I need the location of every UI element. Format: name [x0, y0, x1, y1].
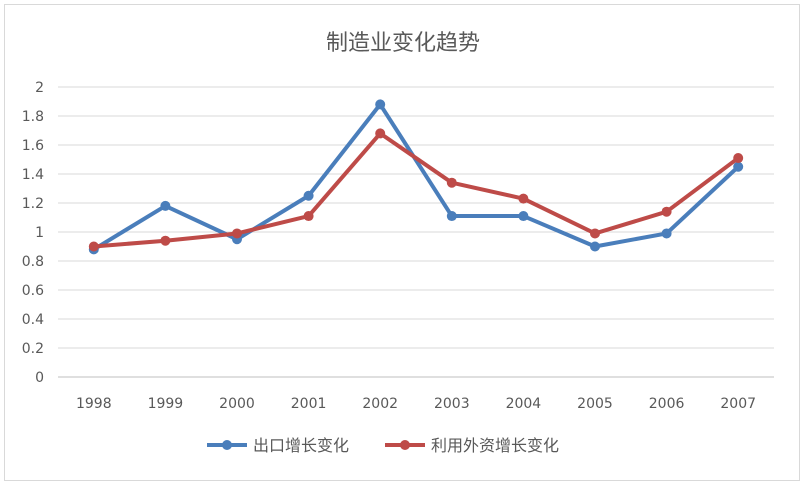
data-point [590, 241, 600, 252]
x-tick-label: 2005 [577, 396, 613, 412]
y-tick-label: 1 [35, 225, 44, 241]
data-point [446, 177, 457, 188]
x-tick-label: 1999 [148, 396, 184, 412]
x-tick-label: 2001 [291, 396, 327, 412]
data-point [733, 153, 744, 164]
y-tick-label: 1.4 [22, 167, 44, 183]
data-point [518, 211, 529, 222]
data-point [518, 193, 529, 204]
x-tick-label: 2004 [506, 396, 542, 412]
data-point [88, 241, 99, 252]
legend-label: 出口增长变化 [253, 436, 349, 455]
x-axis: 1998 1999 2000 2001 2002 2003 2004 2005 2006 2007 [76, 396, 756, 412]
y-tick-label: 0.8 [22, 254, 44, 270]
data-point [160, 200, 171, 211]
legend: 出口增长变化 利用外资增长变化 [207, 436, 559, 455]
chart-title: 制造业变化趋势 [326, 31, 480, 56]
series-1 [88, 99, 744, 255]
series-group [88, 99, 744, 255]
data-point [590, 228, 600, 239]
y-tick-label: 0.2 [22, 341, 44, 357]
x-tick-label: 2007 [720, 396, 756, 412]
data-point [303, 190, 314, 201]
series-line [91, 131, 741, 249]
data-point [661, 228, 672, 239]
y-tick-label: 1.6 [22, 138, 44, 154]
series-2 [88, 128, 744, 252]
y-tick-label: 0.6 [22, 283, 44, 299]
legend-swatch-marker [400, 440, 410, 450]
legend-swatch-marker [222, 440, 232, 450]
legend-item: 利用外资增长变化 [385, 436, 559, 455]
x-tick-label: 1998 [76, 396, 112, 412]
gridlines [58, 86, 774, 378]
data-point [661, 206, 672, 217]
y-tick-label: 0.4 [22, 312, 44, 328]
y-tick-label: 2 [35, 80, 44, 96]
x-tick-label: 2003 [434, 396, 470, 412]
legend-label: 利用外资增长变化 [431, 436, 559, 455]
data-point [733, 161, 744, 172]
x-tick-label: 2006 [649, 396, 685, 412]
data-point [232, 228, 242, 239]
data-point [375, 128, 386, 139]
y-axis: 0 0.2 0.4 0.6 0.8 1 1.2 1.4 1.6 1.8 2 [22, 80, 44, 386]
y-tick-label: 1.2 [22, 196, 44, 212]
legend-item: 出口增长变化 [207, 436, 349, 455]
data-point [303, 211, 314, 222]
x-tick-label: 2000 [219, 396, 255, 412]
y-tick-label: 0 [35, 370, 44, 386]
data-point [446, 211, 457, 222]
data-point [375, 99, 386, 110]
x-tick-label: 2002 [362, 396, 398, 412]
y-tick-label: 1.8 [22, 109, 44, 125]
data-point [160, 235, 171, 246]
series-line [91, 102, 741, 252]
